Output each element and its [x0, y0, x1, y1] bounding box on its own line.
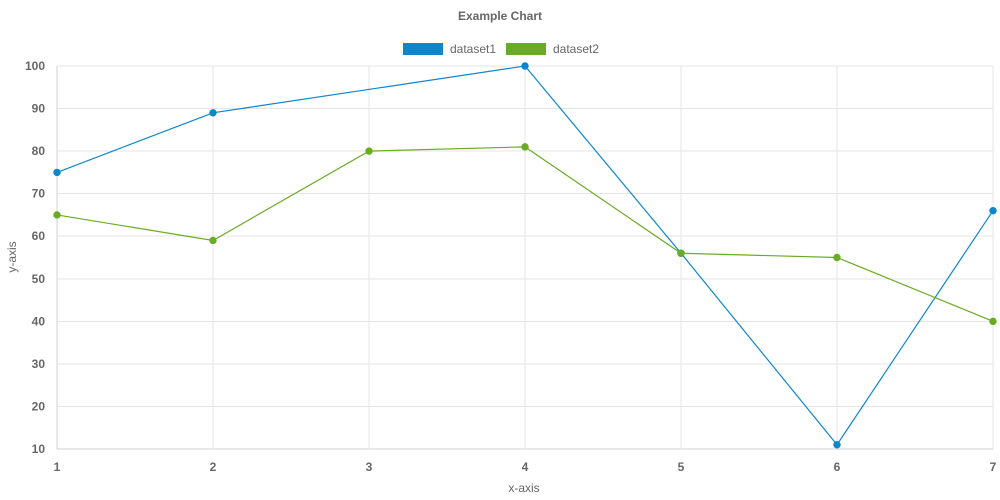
x-tick-label: 6 [834, 460, 841, 474]
x-tick-label: 5 [678, 460, 685, 474]
y-tick-label: 90 [32, 102, 46, 116]
x-tick-label: 4 [522, 460, 529, 474]
data-point-dataset2 [209, 236, 217, 245]
data-point-dataset2 [989, 317, 997, 326]
x-axis-title: x-axis [508, 481, 539, 495]
y-tick-label: 80 [32, 144, 46, 158]
legend-swatch-dataset2 [506, 43, 546, 55]
y-tick-label: 70 [32, 187, 46, 201]
x-tick-label: 3 [366, 460, 373, 474]
y-tick-label: 20 [32, 399, 46, 413]
data-point-dataset2 [521, 143, 529, 151]
chart-series [53, 62, 997, 449]
chart-legend: dataset1 dataset2 [403, 42, 599, 56]
data-point-dataset1 [209, 109, 217, 117]
x-tick-label: 7 [990, 460, 997, 474]
chart-grid [56, 65, 994, 450]
x-tick-label: 2 [210, 460, 217, 474]
legend-label-dataset2: dataset2 [553, 42, 599, 56]
y-tick-label: 60 [32, 229, 46, 243]
legend-swatch-dataset1 [403, 43, 443, 55]
y-tick-label: 30 [32, 357, 46, 371]
chart-title: Example Chart [458, 9, 542, 23]
data-point-dataset1 [53, 168, 61, 177]
data-point-dataset1 [833, 441, 841, 449]
data-point-dataset1 [521, 62, 529, 70]
chart-axes: 10 20 30 40 50 60 70 80 90 100 1 2 3 4 5 6 7 [25, 59, 997, 474]
y-tick-label: 40 [32, 314, 46, 328]
y-tick-label: 50 [32, 272, 46, 286]
y-tick-label: 100 [25, 59, 45, 73]
x-tick-label: 1 [54, 460, 61, 474]
series-line-dataset1 [56, 65, 994, 446]
data-point-dataset2 [53, 211, 61, 219]
data-point-dataset2 [677, 249, 685, 257]
y-axis-title: y-axis [5, 241, 19, 272]
data-point-dataset2 [833, 253, 841, 262]
data-point-dataset2 [365, 147, 373, 155]
y-tick-label: 10 [32, 442, 46, 456]
legend-label-dataset1: dataset1 [450, 42, 496, 56]
data-point-dataset1 [989, 206, 997, 215]
